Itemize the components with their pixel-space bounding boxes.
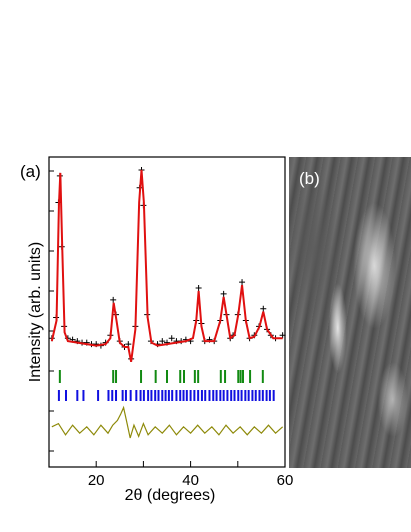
observed-point bbox=[260, 305, 267, 312]
x-tick-label: 40 bbox=[182, 472, 199, 489]
panel-b-label: (b) bbox=[299, 169, 320, 188]
x-tick-label: 20 bbox=[88, 472, 105, 489]
calculated-fit-line bbox=[50, 169, 283, 362]
observed-point bbox=[220, 290, 227, 297]
panel-a-label: (a) bbox=[20, 162, 41, 181]
observed-point bbox=[239, 279, 246, 286]
x-tick-label: 60 bbox=[277, 472, 294, 489]
observed-point bbox=[168, 335, 175, 342]
x-axis-label: 2θ (degrees) bbox=[125, 487, 216, 504]
observed-point bbox=[110, 296, 117, 303]
sem-micrograph: (b) bbox=[289, 157, 411, 468]
observed-point bbox=[195, 285, 202, 292]
difference-curve bbox=[51, 405, 284, 439]
xrd-plot: 20 40 60 bbox=[48, 156, 294, 489]
observed-point bbox=[159, 338, 166, 345]
plot-frame bbox=[48, 156, 286, 468]
y-axis-label: Intensity (arb. units) bbox=[27, 242, 44, 383]
